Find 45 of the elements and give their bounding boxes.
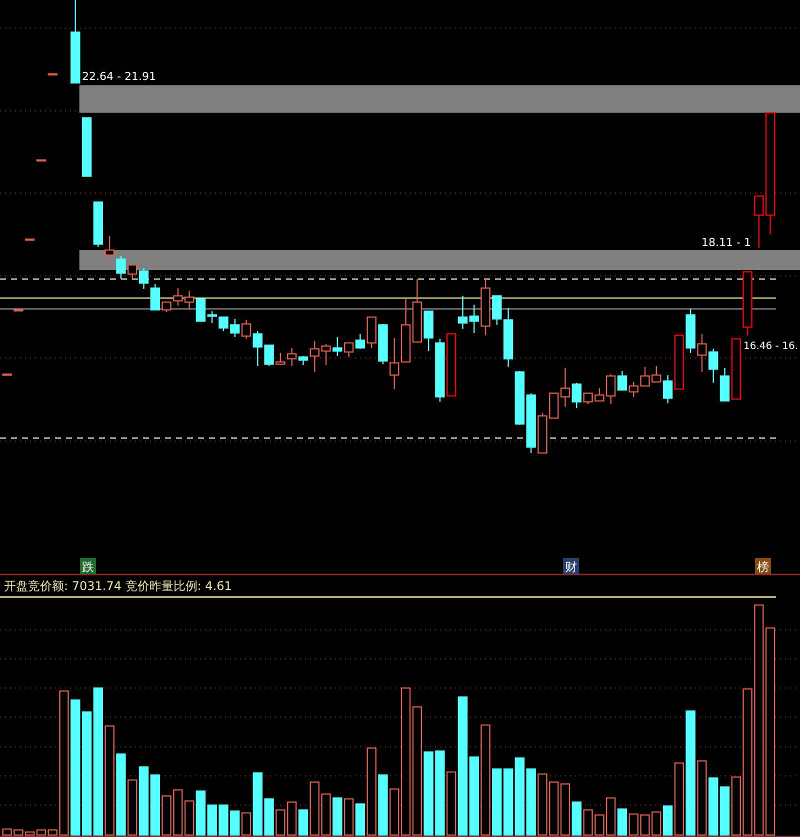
candlestick — [390, 337, 400, 390]
candlestick — [218, 316, 228, 332]
candlestick — [628, 381, 638, 398]
candlestick — [150, 283, 160, 310]
candlestick — [310, 340, 320, 373]
annotation: 16.46 - 16. — [744, 341, 798, 352]
candlestick — [708, 348, 718, 384]
candlestick — [241, 319, 252, 340]
candlestick — [583, 392, 593, 405]
chart-title: 开盘竞价额: 7031.74 竞价昨量比例: 4.61 — [4, 579, 232, 593]
candlestick — [138, 268, 149, 290]
band-label: 18.11 - 1 — [702, 236, 751, 250]
candlestick — [652, 365, 662, 382]
candlestick — [173, 288, 183, 306]
candlestick — [560, 367, 570, 408]
candlestick — [469, 304, 479, 334]
candlestick — [286, 347, 297, 367]
candlestick — [184, 290, 194, 310]
candlestick — [128, 264, 138, 280]
candlestick — [276, 352, 286, 365]
candlestick — [617, 370, 628, 391]
candlestick — [355, 333, 366, 350]
candlestick — [230, 318, 240, 338]
candlestick — [640, 366, 650, 387]
text: 财 — [565, 560, 577, 574]
candlestick — [104, 235, 114, 262]
candlestick — [697, 333, 707, 373]
text: 跌 — [82, 560, 94, 574]
candlestick — [162, 302, 172, 313]
candlestick — [492, 295, 502, 326]
text: 榜 — [757, 560, 769, 574]
candlestick — [458, 295, 468, 330]
candlestick — [594, 388, 604, 402]
candlestick — [321, 343, 331, 366]
band-label: 22.64 - 21.91 — [82, 70, 156, 84]
candlestick — [344, 342, 354, 358]
candlestick — [116, 255, 126, 280]
candlestick — [207, 310, 217, 324]
candlestick — [606, 374, 616, 405]
candlestick — [252, 330, 263, 367]
candlestick — [298, 355, 308, 366]
candlestick — [662, 374, 673, 404]
candlestick — [572, 382, 582, 409]
candlestick — [754, 196, 764, 248]
candlestick — [332, 336, 342, 357]
